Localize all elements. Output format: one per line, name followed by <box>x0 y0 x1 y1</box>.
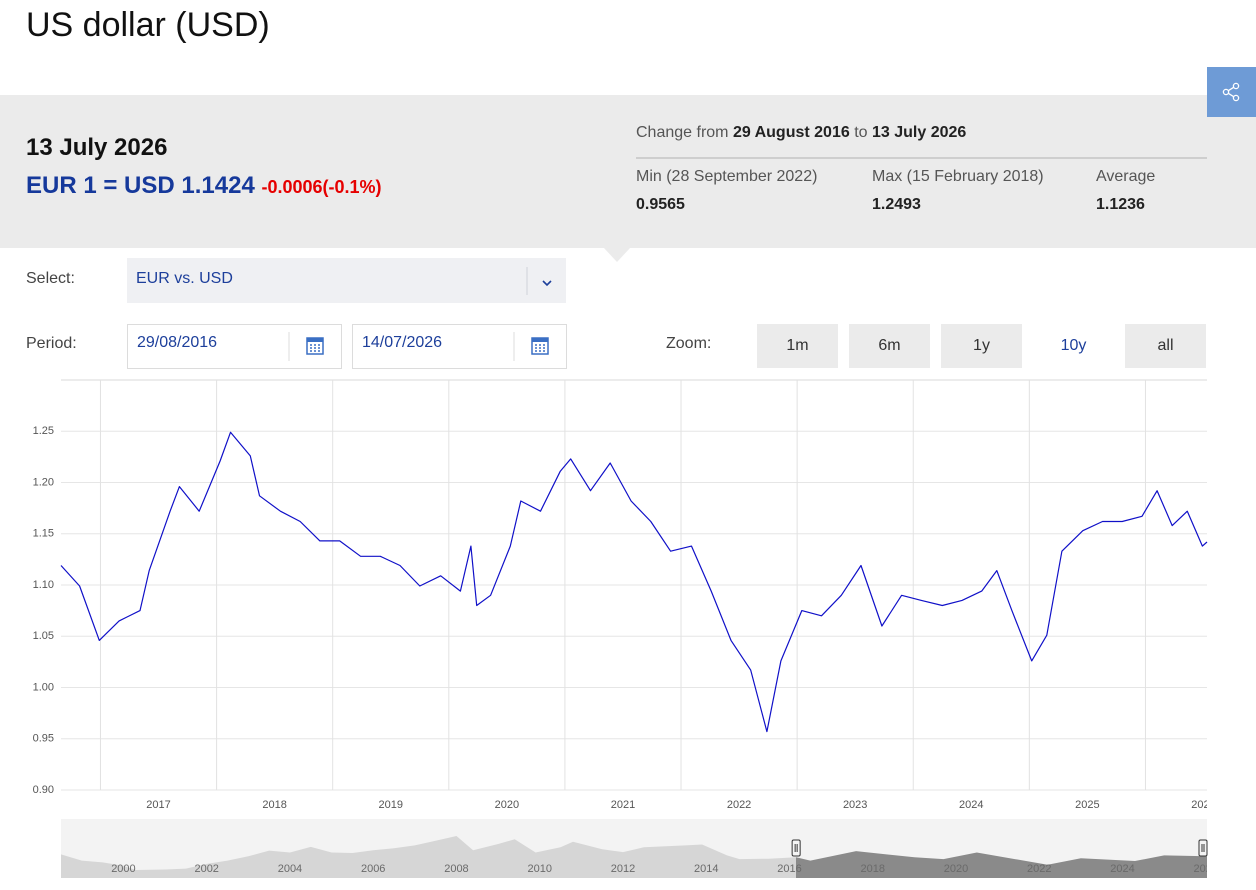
rate-date: 13 July 2026 <box>26 134 168 161</box>
select-label: Select: <box>26 270 75 287</box>
navigator-tick-label: 2026 <box>1194 863 1218 875</box>
navigator-tick-label: 2020 <box>944 863 968 875</box>
y-tick-label: 1.00 <box>33 681 54 693</box>
navigator-tick-label: 2010 <box>527 863 551 875</box>
share-icon <box>1222 82 1240 102</box>
select-chevron <box>542 280 552 287</box>
zoom-button[interactable]: 10y <box>1060 337 1087 354</box>
x-tick-label: 2022 <box>727 799 751 811</box>
y-tick-label: 1.15 <box>33 528 54 540</box>
period-from[interactable]: 29/08/2016 <box>137 334 218 351</box>
rate-value: EUR 1 = USD 1.1424 -0.0006(-0.1%) <box>26 172 382 200</box>
price-line <box>60 431 1208 733</box>
navigator-area <box>61 836 1207 878</box>
change-to-date: 13 July 2026 <box>872 124 967 141</box>
min-label: Min (28 September 2022) <box>636 168 818 185</box>
change-to: to <box>854 124 868 141</box>
navigator-tick-label: 2004 <box>278 863 302 875</box>
summary-band <box>0 95 1256 248</box>
x-tick-label: 2018 <box>262 799 286 811</box>
y-tick-label: 1.25 <box>33 425 54 437</box>
zoom-label: Zoom: <box>666 335 712 352</box>
rate-change: -0.0006(-0.1%) <box>261 177 382 197</box>
handle-body <box>791 839 801 857</box>
navigator-tick-label: 2016 <box>777 863 801 875</box>
navigator-tick-label: 2006 <box>361 863 385 875</box>
navigator-tick-label: 2022 <box>1027 863 1051 875</box>
max-value: 1.2493 <box>872 196 921 213</box>
x-tick-label: 2021 <box>611 799 635 811</box>
y-tick-label: 0.95 <box>33 733 54 745</box>
navigator-handle[interactable] <box>791 839 801 857</box>
band-pointer <box>604 248 630 262</box>
x-tick-label: 2019 <box>379 799 403 811</box>
x-tick-label: 2020 <box>495 799 519 811</box>
y-tick-label: 1.05 <box>33 630 54 642</box>
navigator-tick-label: 2008 <box>444 863 468 875</box>
period-to[interactable]: 14/07/2026 <box>362 334 443 351</box>
y-tick-label: 1.20 <box>33 476 54 488</box>
x-tick-label: 2025 <box>1075 799 1099 811</box>
zoom-button[interactable]: 1m <box>757 324 838 368</box>
period-label: Period: <box>26 335 77 352</box>
x-tick-labels: 2017 2018 2019 2020 2021 2022 2023 2024 2025 2026 <box>146 799 1215 811</box>
handle-grip <box>794 844 798 852</box>
select-value[interactable]: EUR vs. USD <box>136 270 233 287</box>
calendar-icon[interactable] <box>306 337 324 355</box>
share-button[interactable] <box>1207 67 1256 117</box>
calendar-icon[interactable] <box>531 337 549 355</box>
min-value: 0.9565 <box>636 196 685 213</box>
page-title: US dollar (USD) <box>26 6 270 44</box>
average-value: 1.1236 <box>1096 196 1145 213</box>
navigator-tick-label: 2024 <box>1110 863 1134 875</box>
max-label: Max (15 February 2018) <box>872 168 1044 185</box>
zoom-button[interactable]: 6m <box>849 324 930 368</box>
zoom-button[interactable]: 1y <box>941 324 1022 368</box>
x-tick-label: 2026 <box>1191 799 1215 811</box>
y-tick-label: 0.90 <box>33 784 54 796</box>
navigator-handle[interactable] <box>1198 839 1208 857</box>
change-range: Change from 29 August 2016 to 13 July 20… <box>636 124 966 142</box>
navigator-tick-label: 2018 <box>860 863 884 875</box>
change-from-date: 29 August 2016 <box>732 124 850 141</box>
y-tick-label: 1.10 <box>33 579 54 591</box>
navigator-tick-label: 2000 <box>111 863 135 875</box>
x-tick-label: 2024 <box>959 799 983 811</box>
navigator-tick-label: 2002 <box>194 863 218 875</box>
average-label: Average <box>1096 168 1156 185</box>
select-box[interactable] <box>127 258 566 303</box>
handle-grip <box>1201 844 1205 852</box>
date-to-box[interactable] <box>352 324 567 369</box>
navigator-tick-label: 2014 <box>694 863 718 875</box>
rate-text: EUR 1 = USD 1.1424 <box>26 172 255 199</box>
date-from-box[interactable] <box>127 324 342 369</box>
handle-body <box>1198 839 1208 857</box>
x-tick-label: 2017 <box>146 799 170 811</box>
zoom-button[interactable]: all <box>1125 324 1206 368</box>
change-label: Change from <box>636 124 729 141</box>
navigator-tick-label: 2012 <box>611 863 635 875</box>
x-tick-label: 2023 <box>843 799 867 811</box>
navigator-labels: 2000 2002 2004 2006 2008 2010 2012 2014 2016 2018… <box>111 863 1218 875</box>
